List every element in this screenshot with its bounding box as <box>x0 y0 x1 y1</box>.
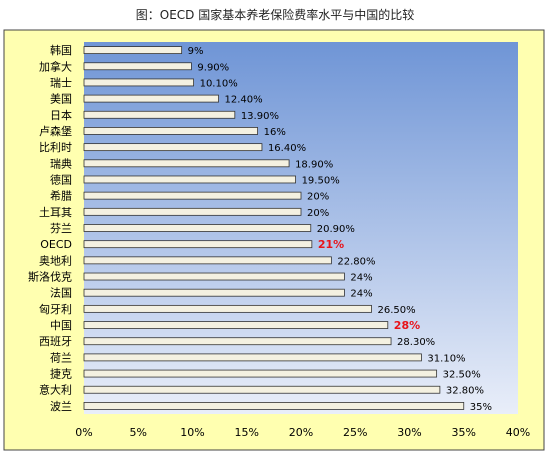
bar <box>83 321 389 329</box>
bar <box>83 272 345 281</box>
data-label: 35% <box>470 402 492 413</box>
data-label: 20.90% <box>317 224 355 235</box>
bar <box>83 304 372 313</box>
x-tick-label: 5% <box>130 426 147 439</box>
category-label: 美国 <box>50 93 72 106</box>
bar <box>83 353 422 362</box>
data-label: 22.80% <box>337 256 375 267</box>
data-label: 28% <box>394 319 420 332</box>
bar <box>83 127 259 135</box>
category-label: 芬兰 <box>50 222 72 235</box>
category-label: OECD <box>40 238 72 251</box>
data-label: 18.90% <box>295 159 333 170</box>
bar <box>83 369 438 378</box>
category-label: 韩国 <box>50 43 72 57</box>
category-label: 德国 <box>50 172 72 186</box>
data-label: 24% <box>350 289 372 300</box>
data-label: 16.40% <box>268 143 306 154</box>
bars-group <box>83 46 465 410</box>
category-label: 土耳其 <box>39 206 72 219</box>
x-tick-label: 30% <box>397 426 421 439</box>
bar <box>83 78 194 87</box>
category-label: 比利时 <box>39 141 72 154</box>
data-label: 16% <box>264 127 286 138</box>
category-label: 加拿大 <box>39 59 72 73</box>
category-label: 瑞典 <box>50 156 72 170</box>
category-label: 希腊 <box>50 189 72 203</box>
category-label: 荷兰 <box>50 351 72 364</box>
bar <box>83 224 312 232</box>
bar <box>83 94 219 103</box>
data-label: 32.50% <box>443 370 481 381</box>
x-tick-label: 40% <box>506 426 530 439</box>
bar <box>83 191 302 200</box>
data-label: 20% <box>307 208 329 219</box>
x-tick-label: 10% <box>180 426 204 439</box>
data-label: 26.50% <box>378 305 416 316</box>
bar <box>83 337 392 346</box>
bar <box>83 175 296 184</box>
category-label: 匈牙利 <box>39 302 72 316</box>
category-label: 捷克 <box>50 367 72 381</box>
data-label: 24% <box>350 273 372 284</box>
bar <box>83 46 183 54</box>
data-label: 9% <box>188 46 204 57</box>
bar <box>83 159 290 168</box>
bar <box>83 207 302 216</box>
data-label: 10.10% <box>200 78 238 89</box>
bar <box>83 110 236 119</box>
data-label: 21% <box>318 238 344 251</box>
data-label: 20% <box>307 192 329 203</box>
category-label: 斯洛伐克 <box>28 270 72 284</box>
bar <box>83 240 313 249</box>
bar <box>83 402 465 410</box>
category-label: 意大利 <box>39 383 72 397</box>
category-label: 瑞士 <box>50 75 72 89</box>
data-label: 19.50% <box>302 175 340 186</box>
x-tick-label: 20% <box>289 426 313 439</box>
x-tick-label: 35% <box>452 426 476 439</box>
category-label: 奥地利 <box>39 253 72 267</box>
bar <box>83 288 345 297</box>
category-label: 中国 <box>50 319 72 332</box>
category-label: 法国 <box>50 286 72 300</box>
data-label: 32.80% <box>446 386 484 397</box>
x-tick-label: 15% <box>235 426 259 439</box>
bar <box>83 62 192 71</box>
data-labels-group: 9% 9.90% 10.10% 12.40% 13.90% 16% 16.40% 18.90%… <box>188 46 492 413</box>
x-tick-labels-group: 0% 5% 10% 15% 20% 25% 30% 35% 40% <box>75 426 530 439</box>
x-tick-label: 0% <box>75 426 92 439</box>
data-label: 31.10% <box>427 353 465 364</box>
bar <box>83 385 441 394</box>
category-label: 波兰 <box>50 400 72 413</box>
category-label: 卢森堡 <box>39 124 72 138</box>
category-label: 日本 <box>50 108 72 122</box>
data-label: 9.90% <box>197 62 229 73</box>
data-label: 12.40% <box>225 95 263 106</box>
bar <box>83 143 263 152</box>
data-label: 13.90% <box>241 111 279 122</box>
chart-title: 图：OECD 国家基本养老保险费率水平与中国的比较 <box>135 8 415 22</box>
x-tick-label: 25% <box>343 426 367 439</box>
category-label: 西班牙 <box>39 335 72 348</box>
bar <box>83 256 332 265</box>
data-label: 28.30% <box>397 337 435 348</box>
